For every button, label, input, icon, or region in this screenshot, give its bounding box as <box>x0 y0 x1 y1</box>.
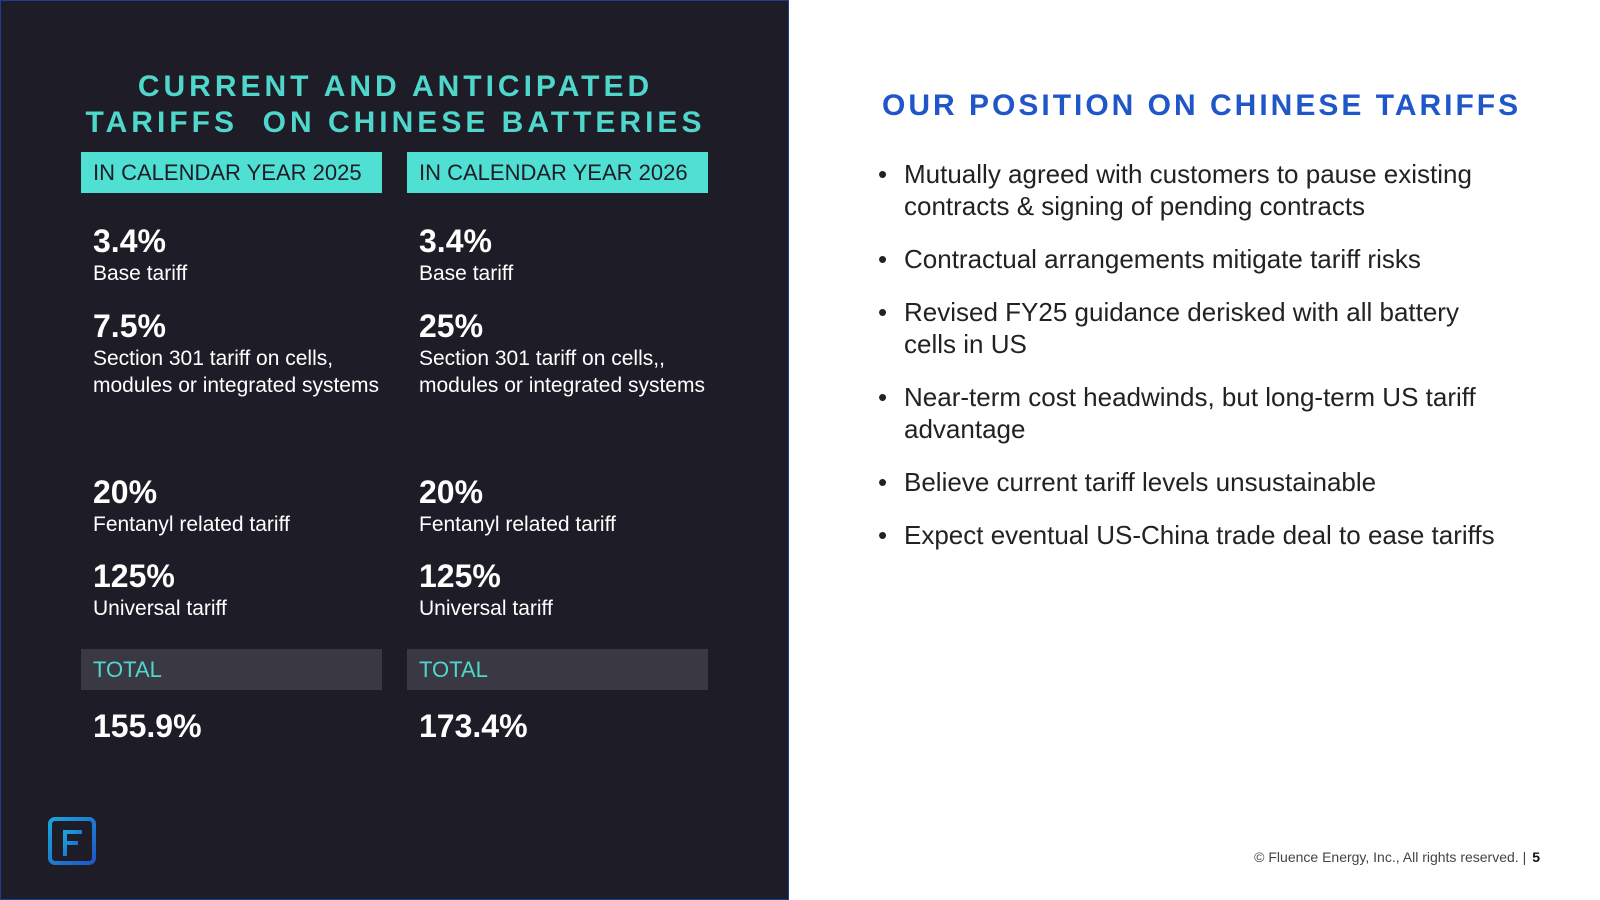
column-header-2026: IN CALENDAR YEAR 2026 <box>407 152 708 193</box>
tariff-percent: 20% <box>93 474 158 510</box>
tariff-item-base-2026: 3.4% Base tariff <box>419 222 708 287</box>
tariff-percent: 3.4% <box>419 223 492 259</box>
column-header-2025: IN CALENDAR YEAR 2025 <box>81 152 382 193</box>
tariff-item-fentanyl-2026: 20% Fentanyl related tariff <box>419 473 708 538</box>
tariff-item-base-2025: 3.4% Base tariff <box>93 222 382 287</box>
bullet-item: • Revised FY25 guidance derisked with al… <box>876 296 1516 360</box>
tariff-description: Base tariff <box>419 262 514 285</box>
total-value-2025: 155.9% <box>93 708 202 744</box>
bullet-dot-icon: • <box>878 159 888 189</box>
bullet-dot-icon: • <box>878 520 888 550</box>
bullet-item: • Mutually agreed with customers to paus… <box>876 158 1516 222</box>
bullet-text: Expect eventual US-China trade deal to e… <box>904 520 1495 550</box>
tariffs-title: CURRENT AND ANTICIPATED TARIFFS ON CHINE… <box>1 69 790 141</box>
tariff-percent: 7.5% <box>93 308 166 344</box>
total-label-2026: TOTAL <box>407 649 708 690</box>
position-bullet-list: • Mutually agreed with customers to paus… <box>876 158 1516 572</box>
bullet-item: • Contractual arrangements mitigate tari… <box>876 243 1516 275</box>
tariff-item-universal-2025: 125% Universal tariff <box>93 557 382 622</box>
left-panel: CURRENT AND ANTICIPATED TARIFFS ON CHINE… <box>0 0 789 900</box>
bullet-dot-icon: • <box>878 244 888 274</box>
tariff-item-fentanyl-2025: 20% Fentanyl related tariff <box>93 473 382 538</box>
footer: © Fluence Energy, Inc., All rights reser… <box>1254 848 1540 866</box>
bullet-text: Believe current tariff levels unsustaina… <box>904 467 1377 497</box>
bullet-item: • Expect eventual US-China trade deal to… <box>876 519 1516 551</box>
bullet-item: • Near-term cost headwinds, but long-ter… <box>876 381 1516 445</box>
position-title: OUR POSITION ON CHINESE TARIFFS <box>882 89 1522 122</box>
tariff-percent: 125% <box>93 558 175 594</box>
bullet-text: Revised FY25 guidance derisked with all … <box>904 297 1459 359</box>
tariff-description: Base tariff <box>93 262 188 285</box>
tariff-percent: 3.4% <box>93 223 166 259</box>
bullet-dot-icon: • <box>878 297 888 327</box>
bullet-text: Contractual arrangements mitigate tariff… <box>904 244 1421 274</box>
tariff-description: Universal tariff <box>93 597 227 620</box>
tariff-percent: 125% <box>419 558 501 594</box>
tariff-item-section301-2026: 25% Section 301 tariff on cells,, module… <box>419 307 708 399</box>
column-2025: IN CALENDAR YEAR 2025 3.4% Base tariff 7… <box>81 152 382 744</box>
tariff-item-section301-2025: 7.5% Section 301 tariff on cells, module… <box>93 307 382 399</box>
bullet-dot-icon: • <box>878 467 888 497</box>
copyright-text: © Fluence Energy, Inc., All rights reser… <box>1254 849 1527 865</box>
tariff-percent: 20% <box>419 474 484 510</box>
fluence-logo-icon <box>48 817 96 865</box>
tariff-description: Section 301 tariff on cells, modules or … <box>93 347 379 397</box>
total-value-2026: 173.4% <box>419 708 528 744</box>
tariff-description: Fentanyl related tariff <box>419 513 616 536</box>
bullet-item: • Believe current tariff levels unsustai… <box>876 466 1516 498</box>
total-label-2025: TOTAL <box>81 649 382 690</box>
tariff-item-universal-2026: 125% Universal tariff <box>419 557 708 622</box>
tariffs-title-line1: CURRENT AND ANTICIPATED <box>137 70 654 103</box>
tariff-description: Section 301 tariff on cells,, modules or… <box>419 347 705 397</box>
bullet-text: Mutually agreed with customers to pause … <box>904 159 1472 221</box>
tariffs-title-line2: TARIFFS ON CHINESE BATTERIES <box>85 106 706 139</box>
column-2026: IN CALENDAR YEAR 2026 3.4% Base tariff 2… <box>407 152 708 744</box>
tariff-description: Universal tariff <box>419 597 553 620</box>
page-number: 5 <box>1532 849 1540 865</box>
tariff-description: Fentanyl related tariff <box>93 513 290 536</box>
tariff-percent: 25% <box>419 308 484 344</box>
bullet-text: Near-term cost headwinds, but long-term … <box>904 382 1476 444</box>
bullet-dot-icon: • <box>878 382 888 412</box>
